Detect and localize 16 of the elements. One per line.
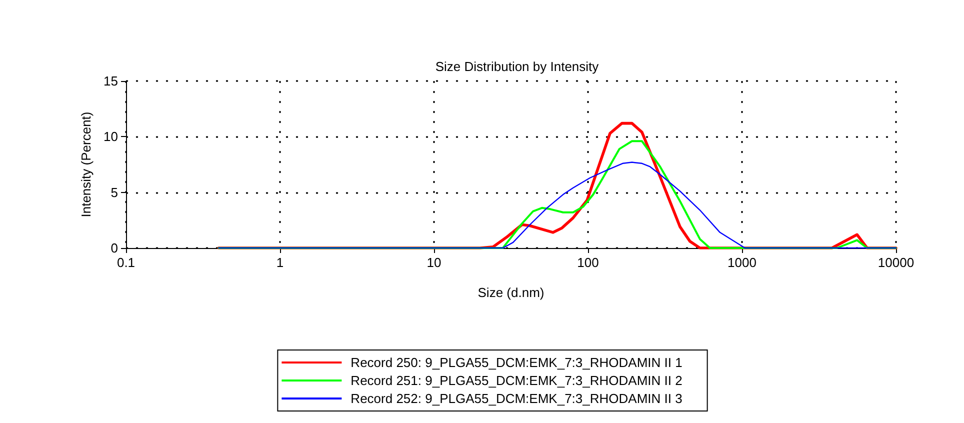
y-tick-label: 0 [110,240,118,256]
x-tick-label: 1 [276,255,284,270]
x-tick-label: 0.1 [116,255,136,270]
chart-title: Size Distribution by Intensity [435,59,600,74]
x-tick-label: 10 [426,255,442,270]
y-tick-label: 10 [104,129,118,144]
x-tick-label: 100 [577,255,599,270]
legend-label: Record 251: 9_PLGA55_DCM:EMK_7:3_RHODAMIN II 2 [350,373,682,388]
x-tick-label: 1000 [728,255,756,270]
y-tick-label: 5 [110,184,118,200]
y-axis-title: Intensity (Percent) [78,112,94,218]
x-tick-label: 10000 [878,255,914,270]
y-tick-label: 15 [104,74,118,88]
legend-label: Record 252: 9_PLGA55_DCM:EMK_7:3_RHODAMIN II 3 [350,391,682,406]
legend-label: Record 250: 9_PLGA55_DCM:EMK_7:3_RHODAMIN II 1 [350,355,682,370]
x-axis-title: Size (d.nm) [478,285,544,300]
